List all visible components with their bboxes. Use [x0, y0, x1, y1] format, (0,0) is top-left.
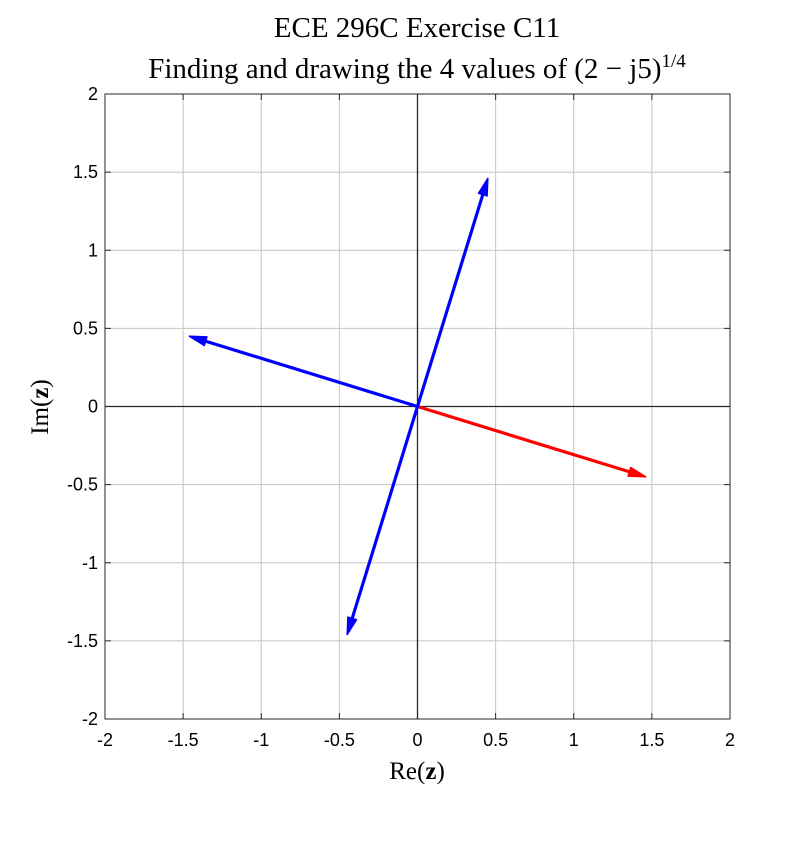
vector-line-0 [415, 404, 633, 474]
x-axis-label-bold: z [425, 758, 436, 785]
y-axis-label: Im(z) [27, 379, 54, 435]
x-tick-label-5: 0.5 [483, 730, 508, 750]
vector-line-2 [202, 339, 420, 409]
plot-area: -2 -1.5 -1 -0.5 0 0.5 1 1.5 2 -2 -1.5 -1 -0.5 0 0.5 1 1.… [67, 84, 735, 750]
chart-title-line2: Finding and drawing the 4 values of (2 −… [148, 51, 686, 85]
x-tick-label-7: 1.5 [639, 730, 664, 750]
y-axis-label-bold: z [27, 388, 54, 399]
x-tick-label-2: -1 [253, 730, 269, 750]
y-tick-label-0: -2 [82, 709, 98, 729]
x-tick-label-6: 1 [569, 730, 579, 750]
x-tick-label-3: -0.5 [324, 730, 355, 750]
x-tick-label-8: 2 [725, 730, 735, 750]
y-tick-label-3: -0.5 [67, 475, 98, 495]
x-tick-label-0: -2 [97, 730, 113, 750]
y-axis-label-suffix: ) [27, 379, 54, 387]
x-axis-label-suffix: ) [436, 758, 444, 785]
y-tick-label-2: -1 [82, 553, 98, 573]
vector-line-1 [415, 191, 485, 409]
vector-arrowhead-0 [627, 466, 647, 478]
vector-arrowhead-1 [477, 177, 489, 197]
x-axis-label: Re(z) [389, 758, 445, 785]
y-tick-label-4: 0 [88, 397, 98, 417]
vector-arrowhead-2 [188, 335, 208, 347]
x-tick-label-4: 0 [412, 730, 422, 750]
vector-line-3 [350, 404, 420, 622]
y-tick-label-1: -1.5 [67, 631, 98, 651]
y-tick-label-6: 1 [88, 240, 98, 260]
chart-title-line1: ECE 296C Exercise C11 [274, 12, 560, 44]
y-tick-label-5: 0.5 [73, 318, 98, 338]
y-tick-label-8: 2 [88, 84, 98, 104]
chart-title-line2-main: Finding and drawing the 4 values of (2 −… [148, 53, 661, 85]
y-axis-label-prefix: Im( [27, 399, 54, 435]
y-tick-label-7: 1.5 [73, 162, 98, 182]
vector-arrowhead-3 [346, 616, 358, 636]
x-axis-label-prefix: Re( [389, 758, 425, 785]
chart-title-exponent: 1/4 [662, 51, 687, 72]
x-tick-label-1: -1.5 [168, 730, 199, 750]
